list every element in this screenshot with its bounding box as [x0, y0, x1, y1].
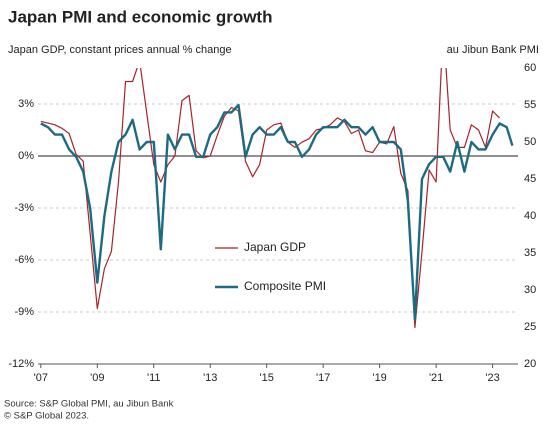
x-tick-label: '07 [34, 372, 48, 384]
y-tick-label: -12% [8, 358, 34, 370]
y-tick-label: 3% [18, 98, 34, 110]
y2-tick-label: 45 [524, 173, 536, 185]
y-tick-label: -6% [14, 254, 34, 266]
y2-tick-label: 35 [524, 247, 536, 259]
y-axis-label: Japan GDP, constant prices annual % chan… [8, 44, 232, 56]
y2-axis-label: au Jibun Bank PMI [447, 44, 539, 56]
x-tick-label: '13 [203, 372, 217, 384]
y-tick-label: -3% [14, 202, 34, 214]
x-tick-label: '21 [429, 372, 443, 384]
source: Source: S&P Global PMI, au Jibun Bank [4, 399, 174, 410]
legend-label: Composite PMI [244, 279, 326, 293]
y-tick-label: -9% [14, 306, 34, 318]
y2-tick-label: 25 [524, 321, 536, 333]
legend-label: Japan GDP [244, 240, 306, 254]
series-line [40, 103, 514, 321]
x-tick-label: '11 [147, 372, 161, 384]
y-tick-label: 0% [18, 150, 34, 162]
y2-tick-label: 55 [524, 99, 536, 111]
y2-tick-label: 60 [524, 62, 536, 74]
x-tick-label: '09 [90, 372, 104, 384]
y2-tick-label: 20 [524, 358, 536, 370]
x-tick-label: '15 [260, 372, 274, 384]
x-tick-label: '23 [485, 372, 499, 384]
series-line [40, 68, 501, 329]
chart-title: Japan PMI and economic growth [8, 7, 272, 26]
y2-tick-label: 30 [524, 284, 536, 296]
x-tick-label: '19 [372, 372, 386, 384]
copyright: © S&P Global 2023. [4, 411, 89, 422]
plot-area [40, 68, 514, 329]
y2-tick-label: 50 [524, 136, 536, 148]
x-tick-label: '17 [316, 372, 330, 384]
y2-tick-label: 40 [524, 210, 536, 222]
